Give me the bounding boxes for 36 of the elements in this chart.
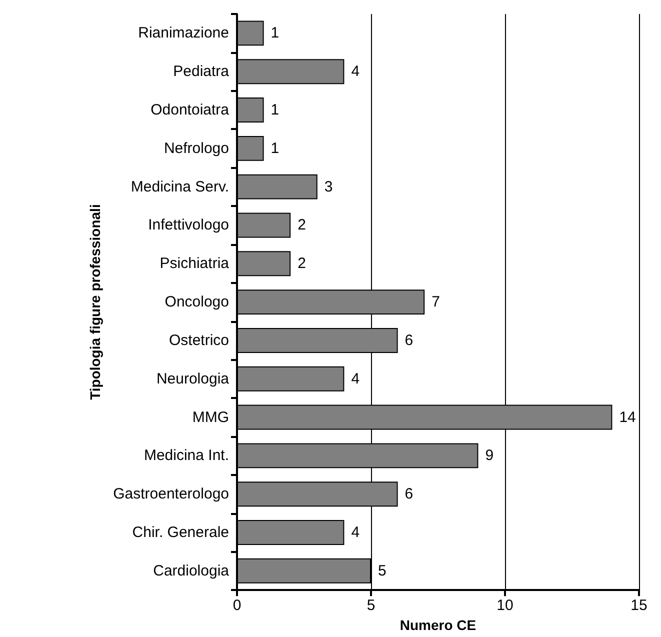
- data-label: 2: [298, 255, 306, 272]
- data-label: 4: [351, 370, 360, 388]
- y-tick-label: Gastroenterologo: [113, 486, 229, 503]
- y-tick-label: Odontoiatra: [150, 102, 230, 119]
- data-label: 6: [404, 332, 414, 349]
- data-label: 9: [485, 447, 494, 464]
- data-label: 1: [270, 102, 280, 119]
- y-axis-title: Tipologia figure professionali: [87, 204, 103, 400]
- y-tick-label: Psichiatria: [160, 255, 230, 272]
- y-tick-label: Cardiologia: [153, 562, 230, 580]
- data-label: 6: [404, 486, 414, 503]
- y-tick-label: Pediatra: [173, 63, 230, 80]
- y-tick-label: MMG: [192, 408, 229, 426]
- y-tick-label: Ostetrico: [168, 332, 229, 349]
- y-tick-label: Medicina Serv.: [130, 178, 229, 196]
- data-label: 3: [324, 178, 333, 196]
- data-label: 1: [270, 140, 280, 157]
- data-label: 14: [619, 408, 636, 426]
- y-tick-label: Medicina Int.: [144, 447, 229, 464]
- data-label: 7: [432, 294, 440, 311]
- x-tick-label: 10: [496, 597, 514, 614]
- data-label: 2: [298, 216, 306, 234]
- x-tick-label: 15: [630, 597, 648, 614]
- y-tick-label: Rianimazione: [138, 24, 229, 42]
- x-axis-title: Numero CE: [400, 617, 476, 633]
- y-tick-label: Infettivologo: [148, 216, 229, 234]
- data-label: 4: [351, 63, 360, 80]
- x-tick-label: 0: [232, 597, 242, 614]
- y-tick-label: Nefrologo: [164, 140, 229, 157]
- data-label: 1: [270, 24, 280, 42]
- data-label: 4: [351, 524, 360, 541]
- y-tick-label: Oncologo: [164, 294, 229, 311]
- x-tick-label: 5: [366, 597, 376, 614]
- y-tick-label: Chir. Generale: [132, 524, 229, 541]
- y-tick-label: Neurologia: [156, 370, 230, 388]
- data-label: 5: [378, 562, 386, 580]
